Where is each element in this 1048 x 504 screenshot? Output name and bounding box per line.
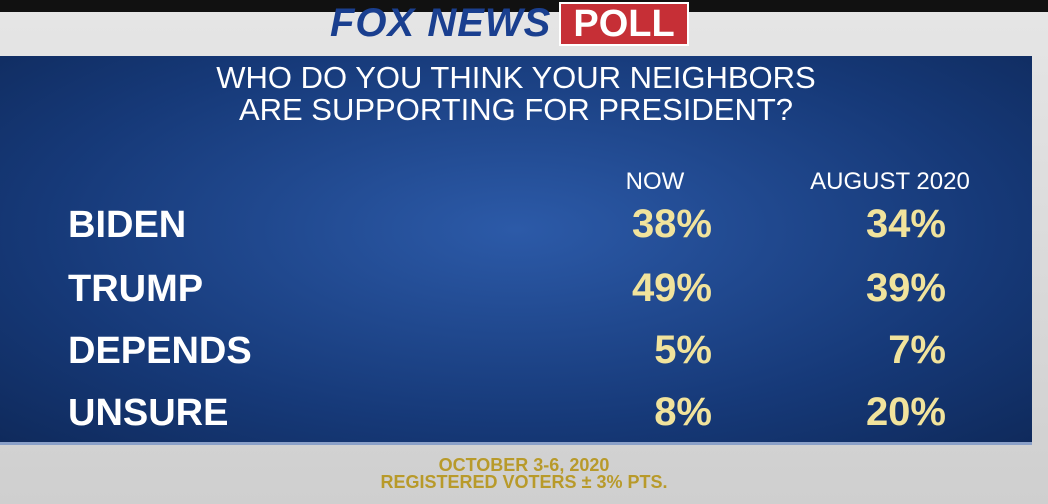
cell-value: 39% bbox=[865, 266, 946, 310]
row-label: TRUMP bbox=[68, 268, 204, 310]
logo-badge: POLL bbox=[559, 2, 689, 46]
cell-value: 38% bbox=[631, 202, 712, 246]
row-label: BIDEN bbox=[68, 204, 187, 246]
row-label: UNSURE bbox=[68, 392, 229, 434]
cell-value: 5% bbox=[654, 328, 712, 372]
panel bbox=[0, 56, 1032, 445]
logo-text: FOX NEWS bbox=[330, 1, 552, 45]
column-header: AUGUST 2020 bbox=[810, 168, 970, 195]
row-label: DEPENDS bbox=[68, 330, 252, 372]
question-line: ARE SUPPORTING FOR PRESIDENT? bbox=[238, 92, 794, 127]
question-line: WHO DO YOU THINK YOUR NEIGHBORS bbox=[216, 60, 816, 95]
cell-value: 20% bbox=[865, 390, 946, 434]
cell-value: 34% bbox=[865, 202, 946, 246]
footer-line: OCTOBER 3-6, 2020 bbox=[438, 455, 610, 475]
cell-value: 8% bbox=[654, 390, 712, 434]
column-header: NOW bbox=[625, 168, 685, 195]
cell-value: 49% bbox=[631, 266, 712, 310]
top-bar bbox=[0, 0, 1048, 12]
logo: FOX NEWS POLL bbox=[322, 0, 689, 46]
cell-value: 7% bbox=[888, 328, 946, 372]
footer-line: REGISTERED VOTERS ± 3% PTS. bbox=[380, 472, 668, 492]
